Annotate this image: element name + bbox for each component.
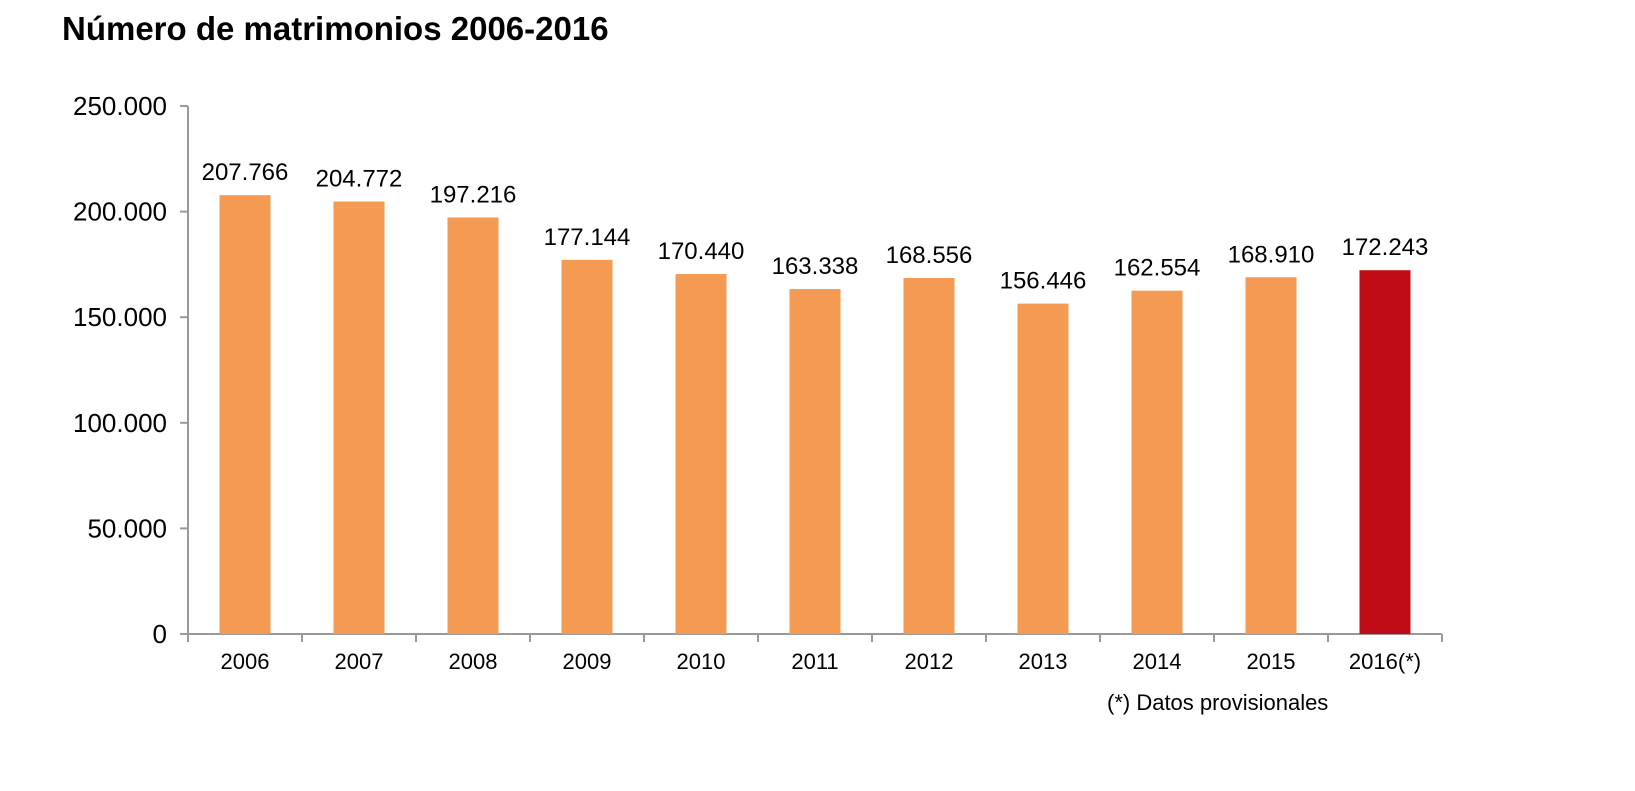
x-tick-label: 2011: [791, 649, 838, 674]
x-tick-label: 2009: [563, 649, 612, 674]
y-tick-label: 150.000: [73, 302, 167, 332]
bar-2009: [561, 259, 613, 634]
data-label: 162.554: [1114, 255, 1201, 282]
bar-2008: [447, 217, 499, 635]
y-tick-label: 0: [153, 619, 167, 649]
data-label: 156.446: [1000, 268, 1087, 295]
data-label: 170.440: [658, 238, 745, 265]
x-tick-label: 2010: [677, 649, 726, 674]
bar-2011: [789, 289, 841, 634]
x-tick-label: 2013: [1019, 649, 1068, 674]
y-tick-label: 250.000: [73, 91, 167, 121]
footnote: (*) Datos provisionales: [1107, 690, 1329, 715]
data-label: 163.338: [772, 253, 859, 280]
x-axis: 2006 2007 2008 2009 2010 2011 2012 2013 2014 2015…: [187, 633, 1443, 674]
bar-2012: [903, 278, 955, 634]
data-label: 172.243: [1342, 234, 1429, 261]
bar-2006: [219, 195, 271, 634]
x-tick-label: 2015: [1247, 649, 1296, 674]
y-tick-label: 50.000: [87, 513, 167, 543]
bar-2010: [675, 274, 727, 634]
x-tick-label: 2012: [905, 649, 954, 674]
data-label: 207.766: [202, 159, 289, 186]
data-label: 168.910: [1228, 241, 1315, 268]
value-labels: 207.766 204.772 197.216 177.144 170.440 163.3…: [202, 159, 1429, 294]
x-tick-label: 2007: [335, 649, 384, 674]
y-tick-label: 200.000: [73, 197, 167, 227]
x-tick-label: 2006: [221, 649, 270, 674]
bars: [219, 195, 1411, 635]
data-label: 197.216: [430, 181, 517, 208]
bar-2015: [1245, 277, 1297, 634]
y-axis: 0 50.000 100.000 150.000 200.000 250.000: [73, 91, 189, 649]
data-label: 168.556: [886, 242, 973, 269]
bar-2014: [1131, 290, 1183, 634]
chart-title: Número de matrimonios 2006-2016: [62, 10, 609, 47]
bar-2013: [1017, 303, 1069, 634]
x-tick-label: 2008: [449, 649, 498, 674]
bar-2016: [1359, 270, 1411, 634]
data-label: 177.144: [544, 224, 631, 251]
x-tick-label: 2014: [1133, 649, 1182, 674]
data-label: 204.772: [316, 166, 403, 193]
y-tick-label: 100.000: [73, 408, 167, 438]
x-tick-label: 2016(*): [1349, 649, 1421, 674]
bar-2007: [333, 201, 385, 634]
